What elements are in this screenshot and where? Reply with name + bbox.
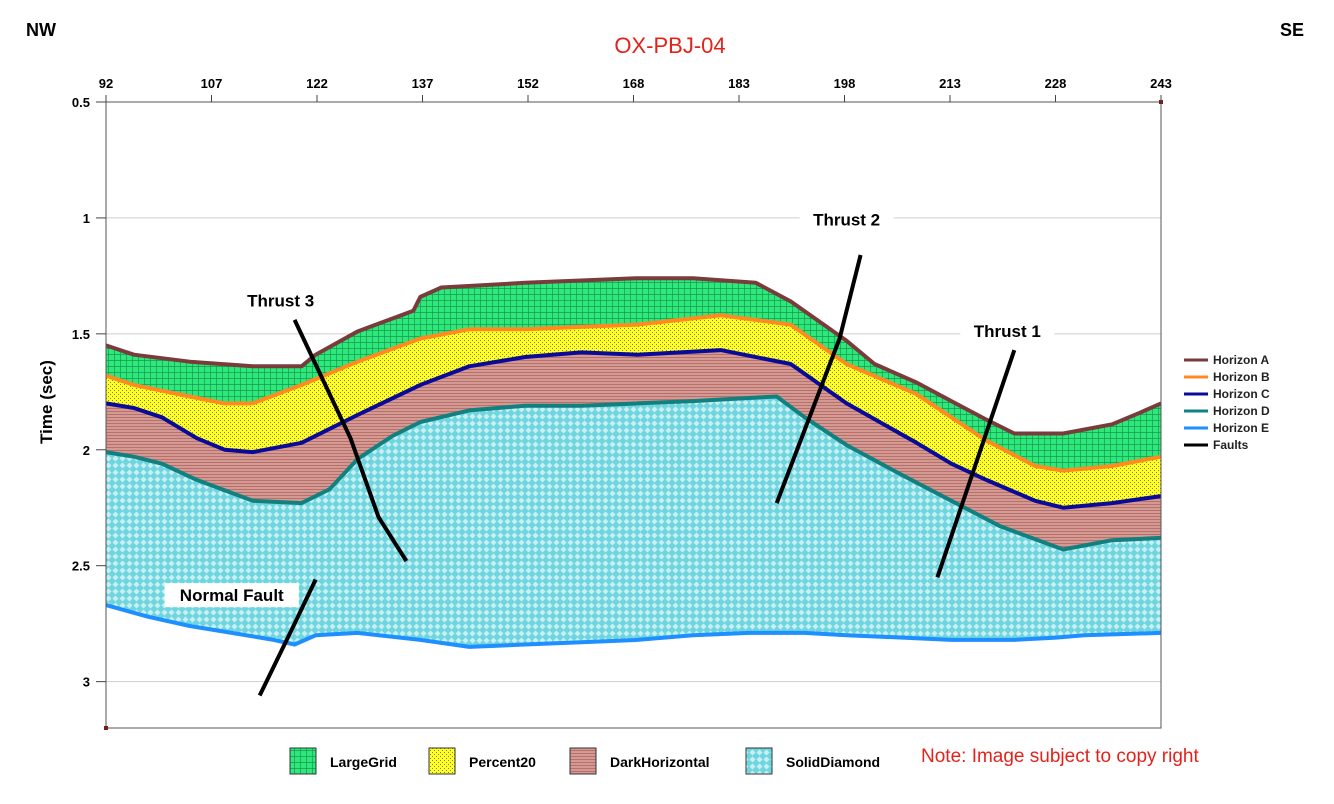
se-label: SE — [1280, 20, 1305, 40]
y-tick-label: 0.5 — [72, 95, 90, 110]
fault-normal-fault — [257, 578, 318, 697]
x-tick-label: 213 — [939, 76, 961, 91]
fill-legend-label: Percent20 — [469, 754, 536, 770]
fault-label-bg — [233, 288, 328, 313]
y-tick-label: 2 — [83, 443, 90, 458]
fill-legend-label: DarkHorizontal — [610, 754, 710, 770]
x-tick-label: 198 — [834, 76, 856, 91]
fill-legend-label: SolidDiamond — [786, 754, 880, 770]
chart-title: OX-PBJ-04 — [614, 33, 725, 58]
fault-label-bg — [799, 207, 894, 232]
y-axis-label: Time (sec) — [37, 360, 56, 444]
x-tick-label: 107 — [201, 76, 223, 91]
fault-thrust-2 — [774, 254, 863, 504]
line-horizon-b — [105, 313, 1162, 473]
fill-legend-swatch — [289, 747, 317, 775]
fault-lines — [257, 254, 1017, 697]
legend-label: Horizon B — [1213, 370, 1270, 384]
fault-label: Normal Fault — [180, 586, 284, 605]
fill-soliddiamond — [106, 396, 1161, 647]
fault-label-bg — [960, 318, 1055, 343]
fill-percent20 — [106, 315, 1161, 508]
y-tick-label: 1.5 — [72, 327, 90, 342]
fill-legend-swatch — [569, 747, 597, 775]
axis-corner-marker — [104, 726, 108, 730]
fill-darkhorizontal — [106, 350, 1161, 550]
nw-label: NW — [26, 20, 56, 40]
horizon-lines — [105, 276, 1162, 649]
fault-thrust-1 — [935, 349, 1017, 578]
fill-legend-label: LargeGrid — [330, 754, 397, 770]
fault-labels: Thrust 3 Thrust 2 Thrust 1 Normal Fault — [164, 207, 1055, 608]
x-tick-label: 228 — [1045, 76, 1067, 91]
x-tick-label: 122 — [306, 76, 328, 91]
y-tick-label: 3 — [83, 675, 90, 690]
fault-label-bg — [164, 583, 299, 608]
line-horizon-a — [105, 276, 1162, 436]
fault-label: Thrust 2 — [813, 211, 880, 230]
line-horizon-e — [105, 603, 1162, 649]
legend-label: Horizon E — [1213, 421, 1269, 435]
fill-areas — [106, 278, 1161, 647]
fault-label: Thrust 3 — [247, 292, 314, 311]
y-tick-label: 2.5 — [72, 559, 90, 574]
copyright-note: Note: Image subject to copy right — [921, 746, 1199, 767]
x-tick-label: 152 — [517, 76, 539, 91]
legend-label: Horizon C — [1213, 387, 1270, 401]
fill-largegrid — [106, 278, 1161, 471]
fault-label: Thrust 1 — [974, 322, 1041, 341]
x-tick-label: 168 — [623, 76, 645, 91]
legend-label: Faults — [1213, 438, 1249, 452]
fill-legend-swatch — [745, 747, 773, 775]
legend-label: Horizon D — [1213, 404, 1270, 418]
line-horizon-c — [105, 348, 1162, 510]
line-horizon-d — [105, 394, 1162, 552]
x-tick-label: 243 — [1150, 76, 1172, 91]
axes: 92 107 122 137 152 168 183 198 213 228 243 0.5 1 1.5 2… — [72, 76, 1172, 730]
legend-label: Horizon A — [1213, 353, 1270, 367]
fault-thrust-3 — [292, 319, 409, 563]
legend: Horizon A Horizon B Horizon C Horizon D Hori… — [1184, 353, 1270, 452]
y-tick-label: 1 — [83, 211, 90, 226]
fill-legend-swatch — [428, 747, 456, 775]
x-tick-label: 183 — [728, 76, 750, 91]
fill-legend: LargeGrid Percent20 DarkHorizontal SolidDia… — [289, 747, 880, 775]
x-tick-label: 92 — [99, 76, 113, 91]
x-tick-label: 137 — [412, 76, 434, 91]
